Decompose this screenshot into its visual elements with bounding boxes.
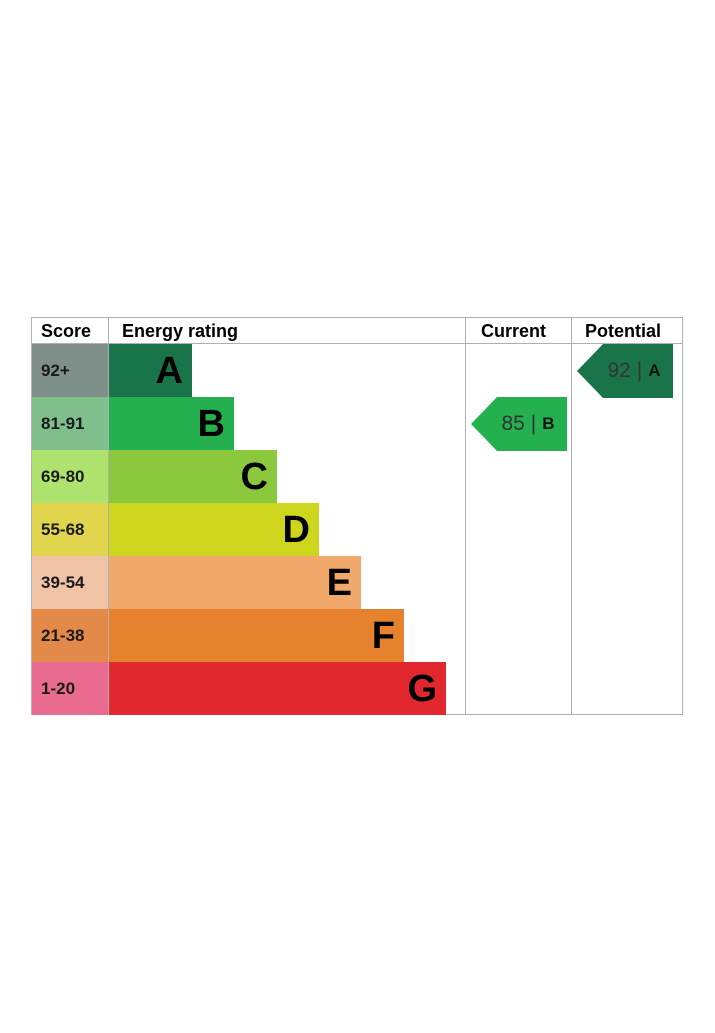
potential-separator: | [636,359,643,382]
score-range-e: 39-54 [32,556,108,609]
rating-letter-c: C [240,455,268,498]
column-divider-score [108,318,109,714]
rating-letter-d: D [282,508,310,551]
rating-bar-g: G [109,662,446,715]
rating-letter-a: A [155,349,183,392]
header-potential: Potential [585,321,662,341]
rating-letter-e: E [326,561,352,604]
rating-bar-d: D [109,503,319,556]
rating-letter-b: B [197,402,225,445]
score-range-g: 1-20 [32,662,108,715]
header-divider [32,343,682,344]
rating-bar-f: F [109,609,404,662]
potential-rating-arrow: 92 | A [577,344,673,398]
current-separator: | [530,412,537,435]
potential-score: 92 [607,359,631,382]
score-range-d: 55-68 [32,503,108,556]
rating-bar-b: B [109,397,234,450]
column-divider-current [571,318,572,714]
rating-bar-a: A [109,344,192,397]
score-range-a: 92+ [32,344,108,397]
score-range-c: 69-80 [32,450,108,503]
potential-letter: A [648,361,661,380]
header-energy-rating: Energy rating [122,321,239,341]
header-score: Score [41,321,92,341]
current-letter: B [542,414,555,433]
rating-letter-g: G [407,667,437,710]
column-divider-rating [465,318,466,714]
epc-chart: Score Energy rating Current Potential 92… [31,317,683,715]
score-range-b: 81-91 [32,397,108,450]
rating-letter-f: F [371,614,395,657]
current-score: 85 [501,412,525,435]
current-rating-arrow: 85 | B [471,397,567,451]
rating-bar-c: C [109,450,277,503]
header-current: Current [481,321,547,341]
score-range-f: 21-38 [32,609,108,662]
rating-bar-e: E [109,556,361,609]
